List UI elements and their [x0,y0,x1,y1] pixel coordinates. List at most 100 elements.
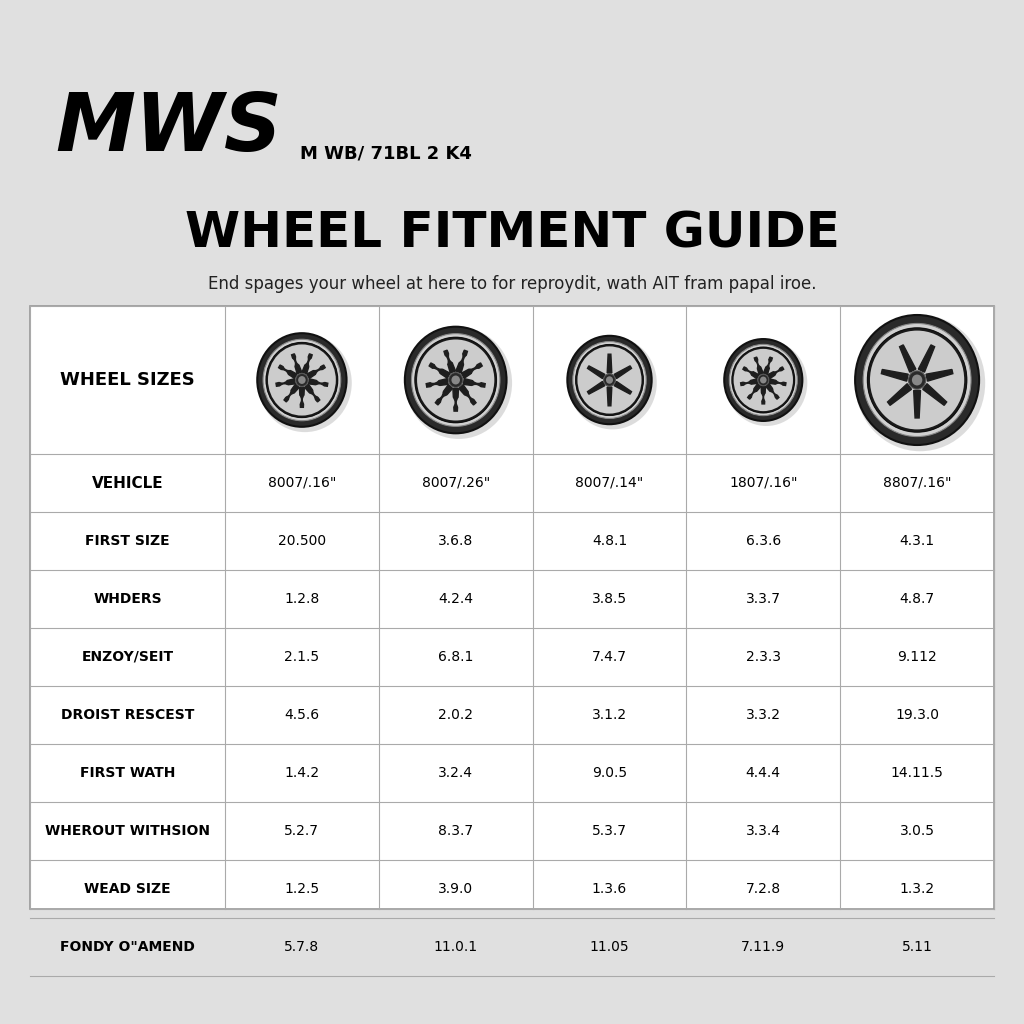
Polygon shape [614,381,632,394]
Ellipse shape [464,354,477,369]
Text: DROIST RESCEST: DROIST RESCEST [60,708,195,722]
Text: 4.4.4: 4.4.4 [745,766,781,780]
Polygon shape [279,365,297,379]
Ellipse shape [595,357,605,369]
Ellipse shape [575,345,643,416]
Polygon shape [429,362,451,378]
Ellipse shape [743,384,754,394]
Text: End spages your wheel at here to for reproydit, wath AIT fram papal iroe.: End spages your wheel at here to for rep… [208,275,816,293]
Polygon shape [761,386,766,403]
Text: 8807/.16": 8807/.16" [883,476,951,490]
Ellipse shape [472,369,484,383]
Ellipse shape [568,337,656,429]
Text: WHDERS: WHDERS [93,592,162,606]
Ellipse shape [855,315,979,445]
Text: 20.500: 20.500 [278,534,326,548]
Text: 6.3.6: 6.3.6 [745,534,781,548]
Polygon shape [444,350,456,373]
Text: 2.1.5: 2.1.5 [285,650,319,664]
Ellipse shape [595,391,605,403]
Text: WHEROUT WITHSION: WHEROUT WITHSION [45,824,210,838]
Text: 1.2.8: 1.2.8 [285,592,319,606]
Ellipse shape [412,334,500,426]
Ellipse shape [427,369,439,383]
Text: 5.11: 5.11 [902,940,933,954]
Polygon shape [913,390,921,418]
Polygon shape [292,353,302,374]
Polygon shape [435,385,453,404]
Polygon shape [588,381,605,394]
Polygon shape [768,367,783,379]
FancyBboxPatch shape [30,306,994,909]
Polygon shape [614,366,632,379]
Ellipse shape [758,356,768,367]
Text: 4.2.4: 4.2.4 [438,592,473,606]
Ellipse shape [298,376,305,384]
Ellipse shape [279,384,291,396]
Text: 1.2.5: 1.2.5 [285,882,319,896]
Polygon shape [899,345,915,372]
Text: 4.8.7: 4.8.7 [899,592,935,606]
Polygon shape [463,379,485,387]
Text: 2.3.3: 2.3.3 [745,650,781,664]
Polygon shape [284,384,299,402]
Polygon shape [769,379,786,385]
Ellipse shape [603,374,615,386]
Polygon shape [276,379,295,386]
Ellipse shape [725,340,807,426]
Ellipse shape [268,344,336,416]
Ellipse shape [908,371,926,389]
Ellipse shape [289,393,301,406]
Ellipse shape [257,333,346,427]
Text: 1.3.2: 1.3.2 [899,882,935,896]
Ellipse shape [909,342,925,359]
Text: 1807/.16": 1807/.16" [729,476,798,490]
Polygon shape [456,350,467,373]
Polygon shape [462,362,482,378]
Text: 14.11.5: 14.11.5 [891,766,943,780]
Text: 7.2.8: 7.2.8 [745,882,781,896]
Ellipse shape [450,349,462,362]
Ellipse shape [732,347,795,413]
Text: 3.9.0: 3.9.0 [438,882,473,896]
Text: 4.8.1: 4.8.1 [592,534,627,548]
Text: WEAD SIZE: WEAD SIZE [84,882,171,896]
Ellipse shape [775,372,785,382]
Ellipse shape [760,377,767,383]
Polygon shape [426,379,449,387]
Text: FONDY O"AMEND: FONDY O"AMEND [60,940,195,954]
Ellipse shape [434,354,447,369]
Polygon shape [882,370,908,381]
Ellipse shape [313,384,325,396]
Ellipse shape [764,392,774,402]
Text: 5.7.8: 5.7.8 [285,940,319,954]
Text: 11.0.1: 11.0.1 [433,940,478,954]
Text: 2.0.2: 2.0.2 [438,708,473,722]
Text: 1.3.6: 1.3.6 [592,882,627,896]
Ellipse shape [258,334,352,432]
Ellipse shape [623,374,634,386]
Text: 19.3.0: 19.3.0 [895,708,939,722]
Polygon shape [307,365,326,379]
Ellipse shape [606,376,613,384]
Ellipse shape [746,360,757,372]
Text: 4.3.1: 4.3.1 [899,534,935,548]
Ellipse shape [733,349,793,411]
Ellipse shape [585,374,596,386]
Text: 5.2.7: 5.2.7 [285,824,319,838]
Ellipse shape [263,339,341,421]
Ellipse shape [897,398,913,415]
Ellipse shape [441,395,455,410]
Text: 6.8.1: 6.8.1 [438,650,473,664]
Ellipse shape [912,375,923,385]
Text: MWS: MWS [55,90,282,168]
Text: 3.3.4: 3.3.4 [745,824,781,838]
Ellipse shape [296,353,307,365]
Ellipse shape [855,314,985,452]
Ellipse shape [922,398,937,415]
Polygon shape [742,367,759,379]
Polygon shape [926,370,953,381]
Polygon shape [459,385,476,404]
Text: 8007/.16": 8007/.16" [267,476,336,490]
Polygon shape [304,384,319,402]
